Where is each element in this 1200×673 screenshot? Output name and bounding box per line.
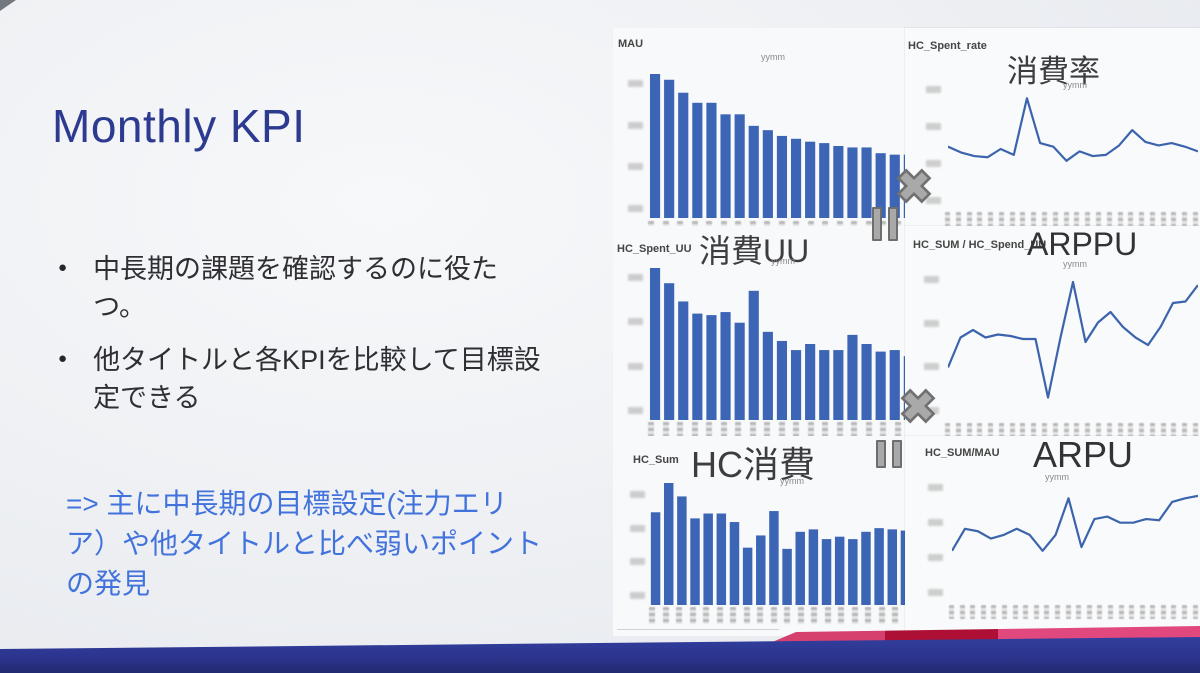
chart-title: HC消費 [691,444,815,485]
chart-spent-rate: HC_Spent_rate 消費率 yymm [905,28,1200,240]
chart-title: ARPU [1033,434,1134,475]
footer-navy-band [0,637,1200,673]
close-icon [888,160,940,212]
plot-area [948,270,1198,420]
chart-label: MAU [618,38,644,50]
chart-subtitle: yymm [771,256,795,266]
bullet-dot-icon: ● [58,349,68,367]
bullet-dot-icon: ● [58,259,68,276]
chart-label: HC_SUM/MAU [925,447,1000,459]
y-axis-labels-blurred [917,86,941,204]
chart-arppu: HC_SUM / HC_Spend_UU ARPPU yymm [905,226,1200,452]
x-axis-labels-blurred [649,607,912,624]
chart-subtitle: yymm [1045,472,1069,482]
chart-label: HC_Spent_rate [908,40,987,52]
photo-corner-artifact [0,0,16,11]
y-axis-labels-blurred [919,484,943,596]
chart-subtitle: yymm [1063,259,1087,269]
x-axis-labels-blurred [945,423,1198,437]
bullet-item: ● 中長期の課題を確認するのに役たつ。 [58,250,550,327]
close-icon [892,380,944,432]
x-axis-labels-blurred [945,212,1198,226]
chart-label: HC_SUM / HC_Spend_UU [913,239,1047,251]
chart-subtitle: yymm [780,476,804,486]
chart-hc-sum: HC_Sum HC消費 yymm [613,436,935,636]
x-axis-labels-blurred [648,422,930,439]
slide-title: Monthly KPI [52,99,306,152]
bullet-item: ● 他タイトルと各KPIを比較して目標設定できる [58,341,550,418]
bullet-text: 中長期の課題を確認するのに役たつ。 [93,254,499,323]
pause-icon [872,207,898,241]
chart-title: 消費率 [1007,54,1100,89]
y-axis-labels-blurred [621,274,643,414]
chart-spent-uu: HC_Spent_UU 消費UU yymm [613,226,935,452]
chart-subtitle: yymm [1063,80,1087,90]
y-axis-labels-blurred [621,80,643,212]
bullet-text: 他タイトルと各KPIを比較して目標設定できる [93,344,541,413]
y-axis-labels-blurred [623,491,645,599]
plot-area [948,90,1198,208]
divider-line [617,629,779,630]
chart-title: 消費UU [699,233,810,269]
x-axis-labels-blurred [949,605,1198,619]
chart-title: ARPPU [1027,226,1138,262]
chart-label: HC_Sum [633,454,679,466]
pause-icon [876,440,902,468]
callout-text: => 主に中長期の目標設定(注力エリア）や他タイトルと比べ弱いポイントの発見 [66,488,543,599]
plot-area [648,268,930,420]
chart-label: HC_Spent_UU [617,243,692,255]
plot-area [649,483,912,605]
plot-area [952,480,1198,602]
chart-subtitle: yymm [761,52,785,62]
bullet-list: ● 中長期の課題を確認するのに役たつ。 ● 他タイトルと各KPIを比較して目標設… [58,250,550,431]
chart-arpu: HC_SUM/MAU ARPU yymm [905,434,1200,636]
